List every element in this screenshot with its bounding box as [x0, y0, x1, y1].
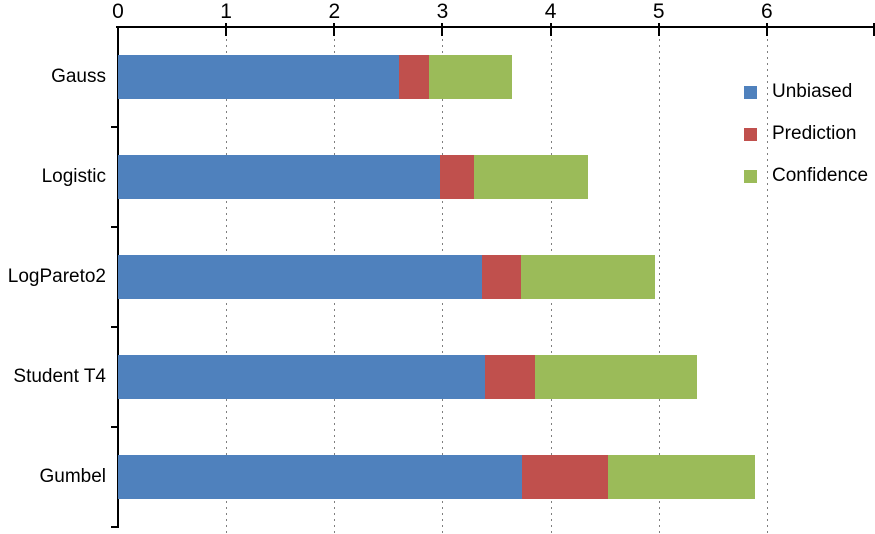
bar-segment-student-t4-unbiased	[118, 355, 485, 399]
category-label: Logistic	[41, 166, 106, 187]
legend: Unbiased Prediction Confidence	[744, 71, 874, 197]
bar-segment-student-t4-prediction	[484, 355, 536, 399]
bar-segment-logistic-unbiased	[118, 155, 441, 199]
legend-item-prediction: Prediction	[744, 113, 874, 155]
legend-marker-prediction-icon	[744, 127, 757, 141]
x-tick	[225, 23, 228, 36]
y-tick	[111, 126, 118, 128]
x-tick-label: 6	[761, 0, 773, 23]
x-tick-label: 4	[544, 0, 557, 23]
legend-item-unbiased: Unbiased	[744, 71, 874, 113]
bar-segment-student-t4-confidence	[535, 355, 697, 399]
category-label: Gumbel	[39, 466, 106, 487]
category-label: Gauss	[51, 66, 106, 87]
bar-segment-gauss-unbiased	[118, 55, 400, 99]
x-tick	[441, 23, 444, 36]
gridline	[766, 27, 768, 534]
legend-item-confidence: Confidence	[744, 155, 874, 197]
bar-segment-gumbel-prediction	[522, 455, 608, 499]
gridline	[658, 27, 660, 534]
x-tick	[765, 23, 768, 36]
x-tick	[549, 23, 552, 36]
x-tick-label: 5	[652, 0, 665, 23]
legend-label-confidence: Confidence	[772, 165, 869, 186]
x-tick	[333, 23, 336, 36]
bar-segment-logpareto2-confidence	[521, 255, 656, 299]
category-label: Student T4	[13, 366, 106, 387]
bar-segment-logpareto2-prediction	[482, 255, 522, 299]
y-tick	[111, 526, 118, 528]
x-axis-line	[116, 26, 875, 28]
legend-label-unbiased: Unbiased	[772, 81, 853, 102]
bar-segment-gumbel-unbiased	[118, 455, 523, 499]
y-tick	[111, 326, 118, 328]
x-tick-label: 0	[112, 0, 124, 23]
bar-segment-gauss-prediction	[399, 55, 430, 99]
x-tick-label: 2	[328, 0, 341, 23]
bar-segment-logpareto2-unbiased	[118, 255, 483, 299]
bar-segment-gauss-confidence	[429, 55, 512, 99]
category-label: LogPareto2	[7, 266, 106, 287]
x-tick-end	[873, 23, 875, 36]
y-tick	[111, 226, 118, 228]
legend-marker-confidence-icon	[744, 169, 757, 183]
y-tick	[111, 426, 118, 428]
bar-segment-gumbel-confidence	[607, 455, 755, 499]
bar-segment-logistic-confidence	[473, 155, 589, 199]
legend-marker-unbiased-icon	[744, 85, 757, 99]
x-tick-label: 3	[436, 0, 449, 23]
legend-label-prediction: Prediction	[772, 123, 857, 144]
x-tick	[657, 23, 660, 36]
x-tick-label: 1	[220, 0, 232, 23]
bar-segment-logistic-prediction	[440, 155, 474, 199]
